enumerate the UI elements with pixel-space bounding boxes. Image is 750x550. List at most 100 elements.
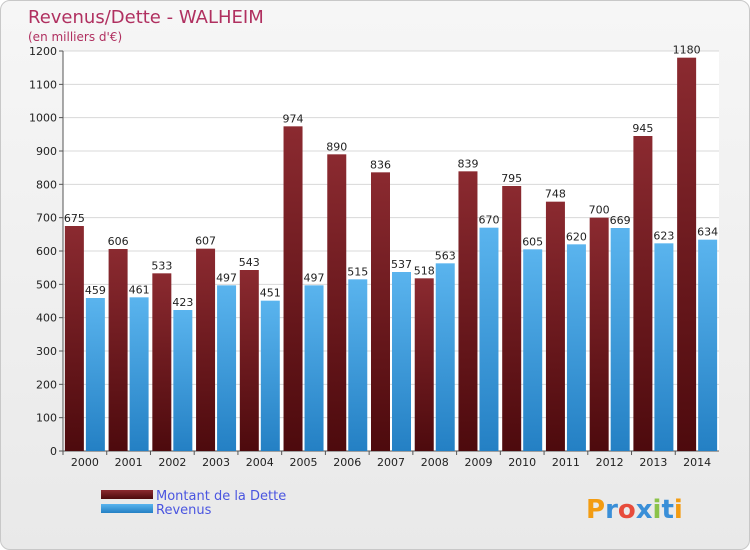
revenus-bar: [392, 272, 411, 451]
value-label: 543: [239, 256, 260, 269]
value-label: 607: [195, 235, 216, 248]
debt-bar: [239, 270, 259, 451]
value-label: 423: [172, 296, 193, 309]
debt-bar: [108, 249, 128, 451]
debt-bar: [371, 172, 390, 452]
debt-bar: [152, 273, 172, 451]
debt-bar: [677, 57, 697, 452]
legend-label-debt: Montant de la Dette: [156, 489, 286, 504]
value-label: 1180: [673, 44, 701, 57]
debt-bar: [283, 126, 303, 451]
debt-bar: [458, 171, 478, 452]
y-tick-label: 0: [50, 445, 57, 458]
y-tick-label: 1200: [29, 45, 57, 58]
revenus-bar: [566, 244, 586, 451]
revenus-bar: [348, 279, 368, 451]
y-tick-label: 500: [36, 278, 57, 291]
x-tick-label: 2007: [377, 456, 405, 469]
x-tick-label: 2004: [246, 456, 274, 469]
watermark-logo: Proxiti: [586, 495, 683, 525]
y-tick-label: 1100: [29, 78, 57, 91]
revenus-bar: [479, 227, 499, 451]
revenus-bar: [654, 243, 674, 451]
value-label: 515: [347, 265, 368, 278]
value-label: 605: [522, 235, 543, 248]
value-label: 700: [589, 204, 610, 217]
value-label: 518: [414, 264, 435, 277]
debt-bar: [589, 217, 609, 451]
chart-title: Revenus/Dette - WALHEIM: [28, 7, 264, 28]
value-label: 620: [566, 230, 587, 243]
revenus-bar: [304, 285, 324, 451]
value-label: 974: [283, 112, 304, 125]
x-tick-label: 2006: [333, 456, 361, 469]
debt-bar: [545, 201, 565, 451]
value-label: 890: [326, 140, 347, 153]
value-label: 748: [545, 188, 566, 201]
svg-text:Proxiti: Proxiti: [586, 495, 683, 525]
legend-swatch-debt: [101, 490, 153, 499]
value-label: 945: [632, 122, 653, 135]
axes: 0 100 200 300 400 500 600 700 800 900 1000 1100 1200…: [29, 45, 719, 469]
y-tick-label: 400: [36, 312, 57, 325]
legend-swatch-revenus: [101, 504, 153, 513]
x-tick-label: 2009: [464, 456, 492, 469]
debt-bar: [414, 278, 434, 451]
bars: [64, 57, 718, 452]
value-label: 533: [151, 259, 172, 272]
revenus-bar: [523, 249, 543, 451]
debt-bar: [327, 154, 347, 452]
debt-bar: [633, 136, 653, 451]
x-tick-label: 2012: [596, 456, 624, 469]
x-tick-label: 2000: [71, 456, 99, 469]
grid-lines: [63, 50, 719, 452]
revenus-bar: [260, 300, 280, 451]
value-label: 461: [129, 283, 150, 296]
debt-bar: [64, 226, 84, 451]
value-label: 497: [304, 271, 325, 284]
value-labels: 6754596064615334236074975434519744978905…: [64, 44, 718, 309]
value-label: 795: [501, 172, 522, 185]
y-tick-label: 700: [36, 212, 57, 225]
value-label: 839: [457, 157, 478, 170]
value-label: 634: [697, 226, 718, 239]
revenus-bar: [698, 239, 718, 451]
value-label: 537: [391, 258, 412, 271]
x-tick-label: 2001: [115, 456, 143, 469]
value-label: 606: [108, 235, 129, 248]
revenus-bar: [85, 298, 105, 451]
x-tick-label: 2005: [290, 456, 318, 469]
legend: Montant de la Dette Revenus: [101, 489, 286, 518]
y-tick-label: 800: [36, 178, 57, 191]
value-label: 459: [85, 284, 106, 297]
value-label: 670: [478, 214, 499, 227]
revenus-bar: [217, 285, 237, 451]
revenus-bar: [435, 263, 455, 451]
x-tick-label: 2014: [683, 456, 711, 469]
legend-label-revenus: Revenus: [156, 503, 212, 518]
x-tick-label: 2010: [508, 456, 536, 469]
x-tick-label: 2011: [552, 456, 580, 469]
y-tick-label: 900: [36, 145, 57, 158]
value-label: 623: [653, 229, 674, 242]
x-tick-label: 2002: [158, 456, 186, 469]
x-tick-label: 2008: [421, 456, 449, 469]
y-tick-label: 600: [36, 245, 57, 258]
value-label: 675: [64, 212, 85, 225]
debt-bar: [196, 248, 216, 451]
revenus-bar: [610, 228, 630, 451]
x-tick-label: 2003: [202, 456, 230, 469]
y-tick-label: 200: [36, 378, 57, 391]
y-tick-label: 300: [36, 345, 57, 358]
y-tick-label: 1000: [29, 112, 57, 125]
revenus-bar: [173, 310, 193, 451]
value-label: 497: [216, 271, 237, 284]
debt-bar: [502, 186, 522, 451]
value-label: 836: [370, 158, 391, 171]
revenus-bar: [129, 297, 149, 451]
value-label: 563: [435, 249, 456, 262]
value-label: 451: [260, 287, 281, 300]
chart-subtitle: (en milliers d'€): [28, 30, 122, 44]
